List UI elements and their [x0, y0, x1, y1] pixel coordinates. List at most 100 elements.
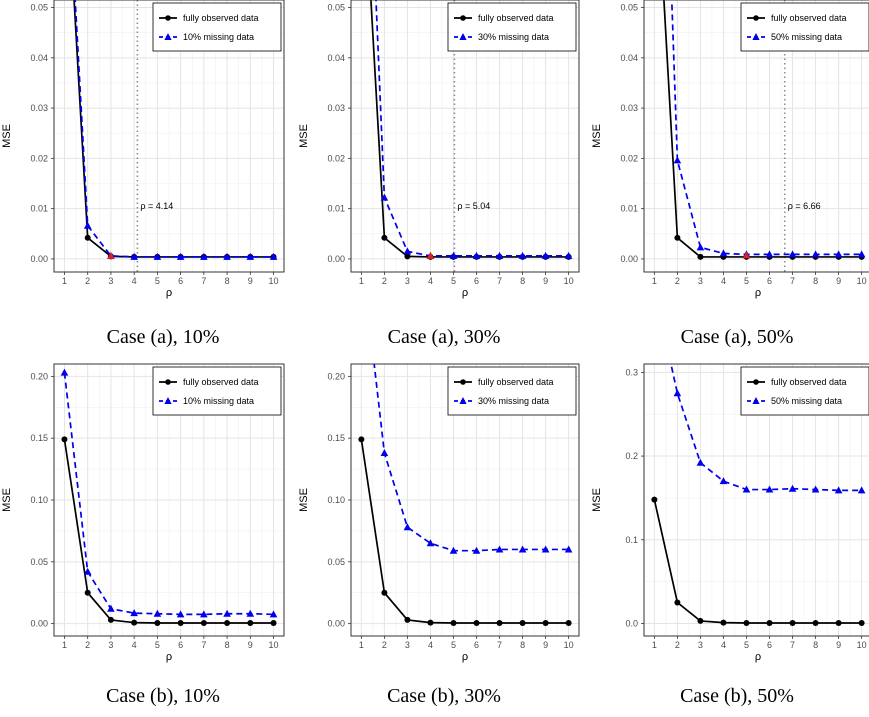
chart-a-50-series-missing-point — [811, 250, 820, 258]
chart-b-10-x-tick-label: 7 — [201, 640, 206, 650]
chart-b-50-series-missing-point — [788, 484, 797, 492]
chart-a-50-x-axis-label: ρ — [755, 287, 761, 299]
chart-b-50-series-missing-line — [670, 364, 862, 492]
chart-a-50-x-tick-label: 10 — [857, 276, 867, 286]
chart-b-50: 1 2 3 4 5 6 7 8 9 10 0.0 0.1 0.2 0.3 ρ MSE fully observe… — [591, 363, 869, 663]
chart-b-10-series-missing-point — [107, 604, 115, 612]
chart-b-10-series-fully-observed-point — [200, 620, 207, 627]
chart-b-10-x-tick-label: 5 — [155, 640, 160, 650]
chart-a-30-series-missing-point — [541, 251, 550, 259]
chart-b-30-x-tick-label: 9 — [543, 640, 548, 650]
chart-b-30-legend-label: fully observed data — [478, 377, 554, 387]
chart-a-30-y-tick-label: 0.00 — [327, 254, 345, 264]
chart-b-10-legend-key-marker — [165, 379, 171, 385]
chart-a-10-y-tick-label: 0.04 — [30, 53, 48, 63]
chart-b-10-legend-label: fully observed data — [183, 377, 259, 387]
chart-a-50-y-tick-label: 0.02 — [620, 153, 638, 163]
chart-b-30-series-fully-observed-point — [381, 589, 388, 596]
chart-b-10: 1 2 3 4 5 6 7 8 9 10 0.00 0.05 0.10 0.15 0.20 ρ MSE fully… — [1, 363, 285, 663]
chart-a-30-series-group — [370, 0, 573, 260]
chart-b-10-series-fully-observed-point — [61, 436, 68, 443]
chart-a-50-y-tick-label: 0.00 — [620, 254, 638, 264]
chart-b-50-series-fully-observed-point — [651, 496, 658, 503]
chart-a-30-x-tick-label: 4 — [428, 276, 433, 286]
chart-b-30-series-group — [358, 364, 573, 627]
panel-caption-b-10: Case (b), 10% — [106, 685, 220, 707]
chart-b-10-x-tick-label: 1 — [62, 640, 67, 650]
chart-b-50-x-axis-label: ρ — [755, 651, 761, 663]
chart-a-30-series-missing-point — [495, 251, 504, 259]
chart-a-30-series-fully-observed-point — [381, 234, 388, 241]
chart-a-10-x-tick-label: 5 — [155, 276, 160, 286]
chart-b-50-series-missing-point — [742, 485, 751, 493]
chart-a-10-y-tick-label: 0.00 — [30, 254, 48, 264]
chart-b-30-series-fully-observed-point — [404, 616, 411, 623]
chart-a-50-x-tick-label: 4 — [721, 276, 726, 286]
chart-b-10-x-tick-label: 2 — [85, 640, 90, 650]
chart-b-10-x-tick-label: 8 — [225, 640, 230, 650]
chart-a-30-series-fully-observed-line — [370, 0, 569, 258]
chart-a-10-series-missing-point — [246, 252, 255, 260]
chart-a-30-x-tick-label: 10 — [564, 276, 574, 286]
chart-a-50-series-missing-line — [670, 0, 862, 256]
chart-b-30-x-tick-label: 10 — [564, 640, 574, 650]
chart-b-30-series-fully-observed-point — [473, 620, 480, 627]
chart-a-50-x-tick-label: 2 — [675, 276, 680, 286]
chart-b-10-series-missing-line — [63, 372, 274, 616]
chart-b-50-x-tick-label: 10 — [857, 640, 867, 650]
chart-b-50-legend-label: fully observed data — [771, 377, 847, 387]
chart-a-50-x-tick-label: 7 — [790, 276, 795, 286]
chart-b-30-x-tick-label: 6 — [474, 640, 479, 650]
chart-a-10-series-missing-point — [83, 221, 92, 229]
chart-a-10-legend: fully observed data 10% missing data — [152, 2, 282, 52]
chart-b-50-legend: fully observed data 50% missing data — [740, 366, 869, 416]
chart-b-30-series-missing-point — [518, 545, 527, 553]
chart-b-30-x-tick-label: 1 — [359, 640, 364, 650]
chart-b-10-series-missing-point — [200, 610, 208, 618]
chart-b-50-panel-border — [643, 363, 869, 637]
chart-a-10-y-tick-label: 0.01 — [30, 204, 48, 214]
chart-a-30-legend-label: 30% missing data — [478, 32, 549, 42]
chart-a-30-x-tick-label: 3 — [405, 276, 410, 286]
chart-b-50-legend-label: 50% missing data — [771, 396, 842, 406]
chart-a-30-legend-label: fully observed data — [478, 13, 554, 23]
chart-b-50-series-missing-point — [696, 458, 705, 466]
chart-a-30-x-tick-label: 5 — [451, 276, 456, 286]
chart-b-10-series-missing-point — [130, 609, 138, 617]
chart-b-30-y-tick-label: 0.10 — [327, 495, 345, 505]
chart-a-10-series-missing-point — [130, 252, 138, 260]
chart-a-30-x-tick-label: 2 — [382, 276, 387, 286]
chart-b-50-legend-key-marker — [752, 397, 760, 404]
chart-b-10-legend-key-marker — [164, 397, 172, 404]
chart-a-30-legend-key-marker — [459, 33, 467, 40]
chart-a-30-legend: fully observed data 30% missing data — [447, 2, 577, 52]
chart-b-10-x-tick-label: 6 — [178, 640, 183, 650]
chart-b-50-series-fully-observed-point — [835, 620, 842, 627]
chart-a-10-panel-border — [53, 0, 285, 273]
chart-b-50-series-missing-point — [811, 485, 820, 493]
chart-a-10-x-tick-label: 3 — [108, 276, 113, 286]
chart-a-50: 1 2 3 4 5 6 7 8 9 10 0.00 0.01 0.02 0.03 0.04 0.05 ρ MSE ρ… — [591, 0, 869, 299]
chart-a-30-series-missing-point — [403, 247, 412, 255]
chart-a-50-x-tick-label: 5 — [744, 276, 749, 286]
chart-a-30-vline-label: ρ = 5.04 — [457, 201, 490, 211]
chart-b-50-y-tick-label: 0.0 — [625, 618, 638, 628]
chart-b-50-y-axis-label: MSE — [591, 488, 603, 512]
chart-a-50-series-missing-point — [719, 249, 728, 257]
chart-a-10-series-missing-point — [200, 252, 208, 260]
chart-b-30-y-tick-label: 0.00 — [327, 619, 345, 629]
chart-a-30-x-axis-label: ρ — [462, 287, 468, 299]
chart-a-50-legend-label: fully observed data — [771, 13, 847, 23]
chart-b-10-y-tick-label: 0.10 — [30, 495, 48, 505]
chart-a-30-y-tick-label: 0.05 — [327, 3, 345, 13]
chart-b-50-series-fully-observed-point — [697, 617, 704, 624]
chart-b-30-x-tick-label: 5 — [451, 640, 456, 650]
chart-b-30-legend-label: 30% missing data — [478, 396, 549, 406]
chart-b-30-legend-key-marker — [460, 379, 466, 385]
chart-b-30-x-tick-label: 2 — [382, 640, 387, 650]
chart-b-50-x-tick-label: 2 — [675, 640, 680, 650]
chart-b-10-series-missing-point — [269, 610, 278, 618]
chart-a-10-legend-key-marker — [164, 33, 172, 40]
chart-a-30-x-tick-label: 9 — [543, 276, 548, 286]
chart-b-10-series-missing-point — [153, 609, 162, 617]
